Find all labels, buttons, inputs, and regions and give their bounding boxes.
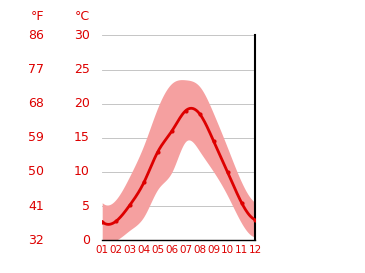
Text: 32: 32: [28, 234, 44, 247]
Text: 15: 15: [74, 131, 90, 144]
Text: 50: 50: [28, 165, 44, 179]
Text: 68: 68: [28, 97, 44, 110]
Text: 25: 25: [74, 63, 90, 76]
Text: 59: 59: [28, 131, 44, 144]
Text: 20: 20: [74, 97, 90, 110]
Text: 0: 0: [82, 234, 90, 247]
Text: 10: 10: [74, 165, 90, 179]
Text: 86: 86: [28, 29, 44, 42]
Text: 30: 30: [74, 29, 90, 42]
Text: 5: 5: [82, 200, 90, 213]
Text: °F: °F: [30, 10, 44, 23]
Text: 77: 77: [28, 63, 44, 76]
Text: °C: °C: [75, 10, 90, 23]
Text: 41: 41: [28, 200, 44, 213]
